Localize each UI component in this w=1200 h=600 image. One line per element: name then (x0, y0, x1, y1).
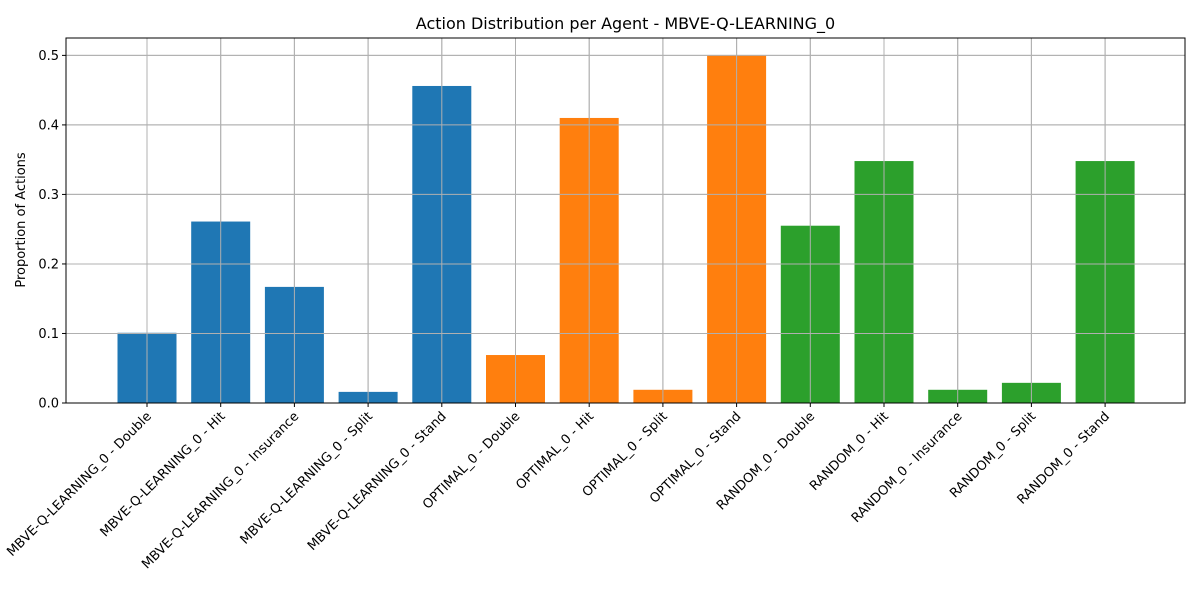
x-tick-label: MBVE-Q-LEARNING_0 - Stand (305, 409, 450, 554)
x-tick-label: MBVE-Q-LEARNING_0 - Split (238, 409, 376, 547)
chart-title: Action Distribution per Agent - MBVE-Q-L… (416, 14, 835, 34)
x-tick-label: MBVE-Q-LEARNING_0 - Hit (98, 409, 229, 540)
bars-layer (66, 38, 1185, 404)
y-axis-label: Proportion of Actions (14, 152, 29, 288)
y-tick-label: 0.4 (38, 118, 59, 133)
y-tick-label: 0.2 (38, 257, 59, 272)
x-tick-label: OPTIMAL_0 - Hit (513, 409, 597, 493)
y-tick-label: 0.5 (38, 49, 59, 64)
x-tick-label: MBVE-Q-LEARNING_0 - Double (4, 409, 154, 559)
y-tick-label: 0.1 (38, 327, 59, 342)
x-tick-label: RANDOM_0 - Hit (807, 409, 892, 494)
x-tick-label: MBVE-Q-LEARNING_0 - Insurance (139, 409, 302, 572)
y-tick-label: 0.3 (38, 188, 59, 203)
y-tick-label: 0.0 (38, 397, 59, 412)
plot-frame (65, 37, 1186, 404)
